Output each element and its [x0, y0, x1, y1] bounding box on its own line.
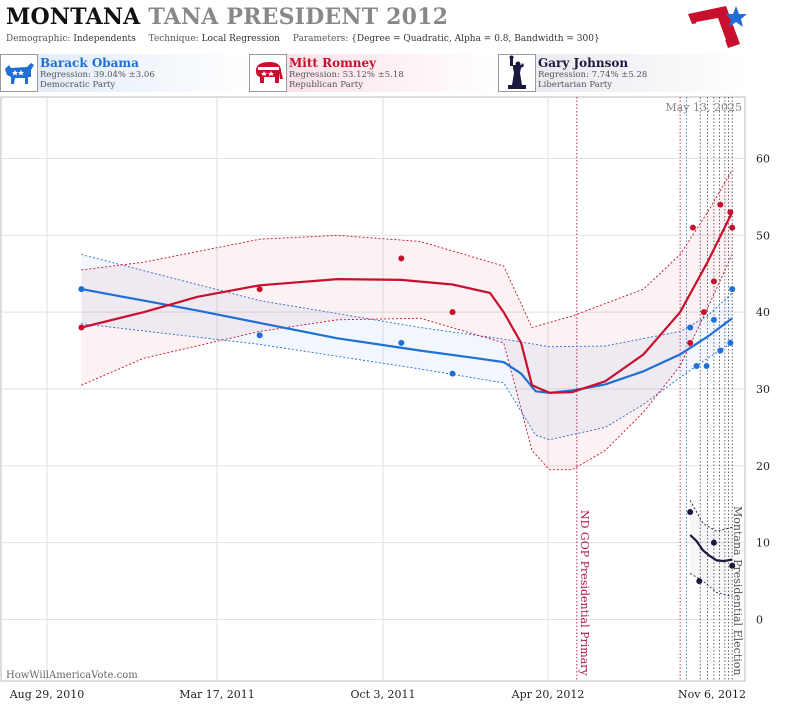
date-label: May 13, 2025	[665, 101, 742, 114]
y-tick-label: 0	[756, 614, 763, 627]
data-point	[687, 508, 694, 515]
confidence-band	[81, 254, 733, 440]
data-point	[78, 286, 85, 293]
event-label: ND GOP Presidential Primary	[578, 510, 591, 677]
candidate-party: Libertarian Party	[538, 80, 613, 90]
technique-label: Technique:	[148, 34, 199, 44]
data-point	[700, 309, 707, 316]
data-point	[727, 209, 734, 216]
header: MONTANA TANA PRESIDENT 2012 Demographic:…	[0, 0, 789, 54]
x-tick-label: Oct 3, 2011	[350, 688, 415, 701]
regression-line	[81, 211, 734, 394]
x-tick-label: Aug 29, 2010	[9, 688, 85, 701]
y-tick-label: 40	[756, 306, 770, 319]
data-point	[729, 286, 736, 293]
candidate-obama[interactable]: Barack Obama Regression: 39.04% ±3.06 De…	[0, 54, 250, 92]
data-point	[256, 332, 263, 339]
data-point	[717, 347, 724, 354]
poll-points	[78, 201, 736, 585]
data-point	[729, 224, 736, 231]
y-tick-label: 50	[756, 229, 770, 242]
band-lower	[81, 323, 733, 441]
candidate-name: Gary Johnson	[538, 56, 629, 70]
data-point	[693, 362, 700, 369]
site-logo-icon[interactable]	[686, 2, 750, 52]
event-label: Montana Presidential Election	[731, 506, 744, 675]
candidate-name: Mitt Romney	[289, 56, 377, 70]
data-point	[398, 255, 405, 262]
poll-chart: ND GOP Presidential Primary Montana Presi…	[0, 96, 770, 701]
data-point	[729, 562, 736, 569]
demographic-label: Demographic:	[6, 34, 71, 44]
page-title: MONTANA TANA PRESIDENT 2012	[6, 4, 448, 30]
data-point	[710, 316, 717, 323]
statue-of-liberty-icon	[498, 54, 536, 92]
data-point	[727, 339, 734, 346]
candidate-johnson[interactable]: Gary Johnson Regression: 7.74% ±5.28 Lib…	[498, 54, 748, 92]
data-point	[398, 339, 405, 346]
candidate-regression: Regression: 53.12% ±5.18	[289, 70, 404, 80]
parameters-label: Parameters:	[292, 34, 349, 44]
data-point	[710, 278, 717, 285]
elephant-icon	[249, 54, 287, 92]
candidate-name: Barack Obama	[40, 56, 139, 70]
confidence-band	[690, 500, 733, 597]
data-point	[687, 339, 694, 346]
grid	[1, 97, 745, 681]
data-point	[256, 286, 263, 293]
candidate-party: Democratic Party	[40, 80, 116, 90]
band-upper	[689, 500, 733, 532]
chart-parameters: Demographic: Independents Technique: Loc…	[6, 34, 600, 44]
confidence-band	[81, 170, 733, 470]
data-point	[696, 578, 703, 585]
x-tick-label: Apr 20, 2012	[511, 688, 585, 701]
watermark[interactable]: HowWillAmericaVote.com	[6, 670, 138, 681]
y-tick-label: 20	[756, 460, 770, 473]
band-lower	[689, 573, 733, 597]
data-point	[717, 201, 724, 208]
candidate-regression: Regression: 7.74% ±5.28	[538, 70, 648, 80]
technique-value: Local Regression	[201, 34, 280, 44]
candidate-legend: Barack Obama Regression: 39.04% ±3.06 De…	[0, 54, 789, 94]
x-tick-label: Mar 17, 2011	[179, 688, 255, 701]
data-point	[703, 362, 710, 369]
x-tick-label: Nov 6, 2012	[678, 688, 746, 701]
parameters-value: {Degree = Quadratic, Alpha = 0.8, Bandwi…	[351, 34, 600, 44]
y-tick-label: 10	[756, 537, 770, 550]
regression-lines	[81, 211, 734, 563]
regression-line	[81, 288, 733, 394]
data-point	[689, 224, 696, 231]
axis-labels: 0 10 20 30 40 50 60 Aug 29, 2010 Mar 17, 2011 Oct…	[9, 152, 770, 701]
data-point	[449, 309, 456, 316]
data-point	[710, 539, 717, 546]
confidence-bands	[81, 169, 733, 597]
candidate-party: Republican Party	[289, 80, 363, 90]
candidate-romney[interactable]: Mitt Romney Regression: 53.12% ±5.18 Rep…	[249, 54, 499, 92]
y-tick-label: 30	[756, 383, 770, 396]
y-tick-label: 60	[756, 152, 770, 165]
data-point	[449, 370, 456, 377]
regression-line	[689, 534, 733, 563]
data-point	[687, 324, 694, 331]
donkey-icon	[0, 54, 38, 92]
band-upper	[81, 169, 733, 329]
data-point	[78, 324, 85, 331]
title-state: MONTANA	[6, 4, 141, 30]
band-upper	[81, 254, 733, 348]
candidate-regression: Regression: 39.04% ±3.06	[40, 70, 155, 80]
title-race: TANA PRESIDENT 2012	[148, 4, 449, 30]
band-lower	[81, 254, 733, 471]
demographic-value: Independents	[73, 34, 136, 44]
